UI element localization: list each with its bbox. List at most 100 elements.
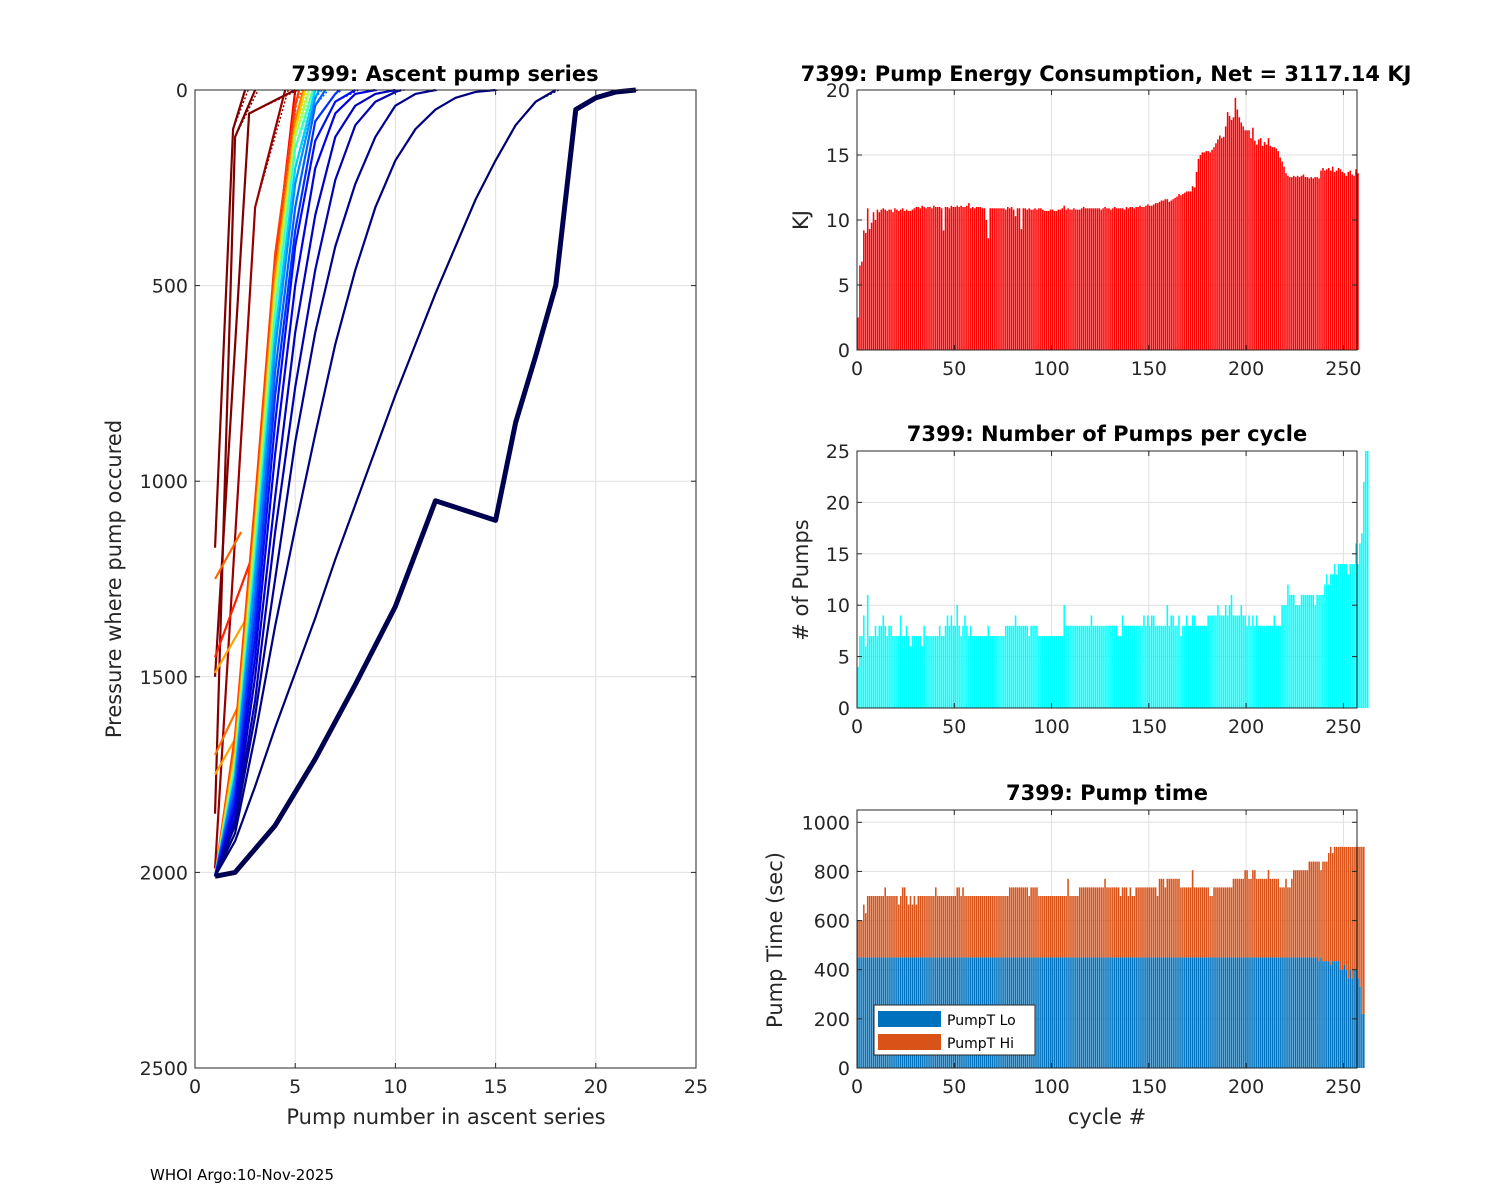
bar xyxy=(894,208,896,350)
bar-pumpt-lo xyxy=(1189,957,1192,1068)
bar xyxy=(857,666,859,708)
bar xyxy=(1106,208,1108,350)
bar-pumpt-hi xyxy=(1049,896,1052,958)
bar xyxy=(1145,205,1147,350)
bar-pumpt-hi xyxy=(1349,846,1351,970)
bar xyxy=(1078,209,1081,350)
bar xyxy=(1055,636,1058,708)
bar-pumpt-lo xyxy=(1071,957,1073,1068)
bar xyxy=(1003,208,1005,350)
bar-pumpt-hi xyxy=(903,887,906,958)
bar-pumpt-hi xyxy=(1279,887,1281,958)
bar-pumpt-hi xyxy=(1057,896,1060,958)
bar xyxy=(1304,177,1307,350)
bar xyxy=(1300,594,1303,708)
bar-pumpt-lo xyxy=(1230,957,1233,1068)
bar-pumpt-hi xyxy=(1213,887,1215,958)
y-tick-label: 2500 xyxy=(140,1058,188,1080)
bar xyxy=(962,207,964,350)
bar xyxy=(1112,208,1114,350)
y-tick-label: 500 xyxy=(152,276,188,298)
bar xyxy=(1034,208,1036,350)
bar xyxy=(909,210,912,350)
bar-pumpt-hi xyxy=(1197,887,1200,958)
bar xyxy=(874,625,877,708)
bar-pumpt-hi xyxy=(1182,887,1184,958)
ascent-line-cycle-n1 xyxy=(214,88,436,877)
bar-pumpt-hi xyxy=(1119,896,1122,958)
bar-pumpt-lo xyxy=(1324,961,1326,1068)
bar xyxy=(931,208,933,350)
bar xyxy=(1143,615,1145,708)
bar-pumpt-hi xyxy=(1228,887,1231,958)
bar xyxy=(1162,625,1165,708)
bar-pumpt-hi xyxy=(987,896,990,958)
bar-pumpt-hi xyxy=(876,896,879,958)
y-tick-label: 10 xyxy=(826,595,850,617)
bar-pumpt-hi xyxy=(1306,870,1309,958)
bar xyxy=(1160,200,1163,350)
bar-pumpt-lo xyxy=(1261,957,1264,1068)
bar xyxy=(1180,636,1182,708)
bar-pumpt-hi xyxy=(1283,887,1285,958)
bar-pumpt-hi xyxy=(1312,861,1315,958)
pumps-per-cycle-axes: 0 50 100 150 200 250 0 5 10 15 20 25 7399: Number o… xyxy=(789,422,1369,738)
bar-pumpt-hi xyxy=(1339,846,1342,970)
y-axis-label: Pressure where pump occured xyxy=(102,420,126,738)
bar xyxy=(874,220,877,350)
ascent-line-cycle-b4 xyxy=(213,88,376,877)
bar xyxy=(1129,207,1132,350)
bar xyxy=(1152,204,1155,350)
bar-pumpt-hi xyxy=(1135,887,1137,958)
bar-pumpt-hi xyxy=(1160,878,1163,958)
y-tick-label: 20 xyxy=(826,80,850,102)
bar-pumpt-lo xyxy=(1094,957,1097,1068)
bar-pumpt-hi xyxy=(1324,861,1326,962)
bar xyxy=(1318,594,1320,708)
x-tick-label: 25 xyxy=(684,1076,708,1098)
bar xyxy=(1277,151,1279,350)
bar xyxy=(861,261,863,350)
bar xyxy=(1172,199,1174,350)
bar-pumpt-hi xyxy=(1016,887,1019,958)
bar xyxy=(1337,564,1340,708)
bar xyxy=(1102,208,1104,350)
bar xyxy=(1022,625,1025,708)
bar xyxy=(1213,615,1215,708)
bar xyxy=(861,636,863,708)
bar-pumpt-hi xyxy=(1343,846,1346,965)
bar xyxy=(1328,584,1330,708)
bar-pumpt-hi xyxy=(1133,896,1136,958)
bar xyxy=(1117,636,1120,708)
bar xyxy=(1224,605,1227,708)
bar-pumpt-hi xyxy=(1222,887,1225,958)
bar xyxy=(1326,574,1328,708)
axes-box xyxy=(856,809,1358,1069)
bar-pumpt-lo xyxy=(1057,957,1060,1068)
ascent-dotted-segment xyxy=(334,89,343,95)
bar-pumpt-hi xyxy=(1125,887,1128,958)
bar xyxy=(993,208,995,350)
bar-pumpt-hi xyxy=(1036,887,1038,958)
bar-pumpt-lo xyxy=(1345,969,1348,1068)
bar xyxy=(977,207,980,350)
bar xyxy=(1047,636,1050,708)
bar xyxy=(936,636,939,708)
bar xyxy=(933,205,935,350)
bar-pumpt-hi xyxy=(979,896,982,958)
y-tick-label: 0 xyxy=(838,698,850,720)
bar xyxy=(1038,208,1040,350)
bar-pumpt-hi xyxy=(915,904,918,958)
bar xyxy=(1047,210,1050,350)
bar-pumpt-hi xyxy=(1296,870,1299,958)
bar xyxy=(1351,174,1353,350)
bar-pumpt-lo xyxy=(1108,957,1110,1068)
y-tick-label: 10 xyxy=(826,210,850,232)
bar-pumpt-lo xyxy=(1217,957,1219,1068)
bar xyxy=(1166,605,1169,708)
y-tick-label: 15 xyxy=(826,145,850,167)
bar-pumpt-hi xyxy=(1075,896,1077,958)
bar xyxy=(880,625,883,708)
bar-pumpt-hi xyxy=(1030,887,1032,958)
bar-pumpt-lo xyxy=(1232,957,1235,1068)
